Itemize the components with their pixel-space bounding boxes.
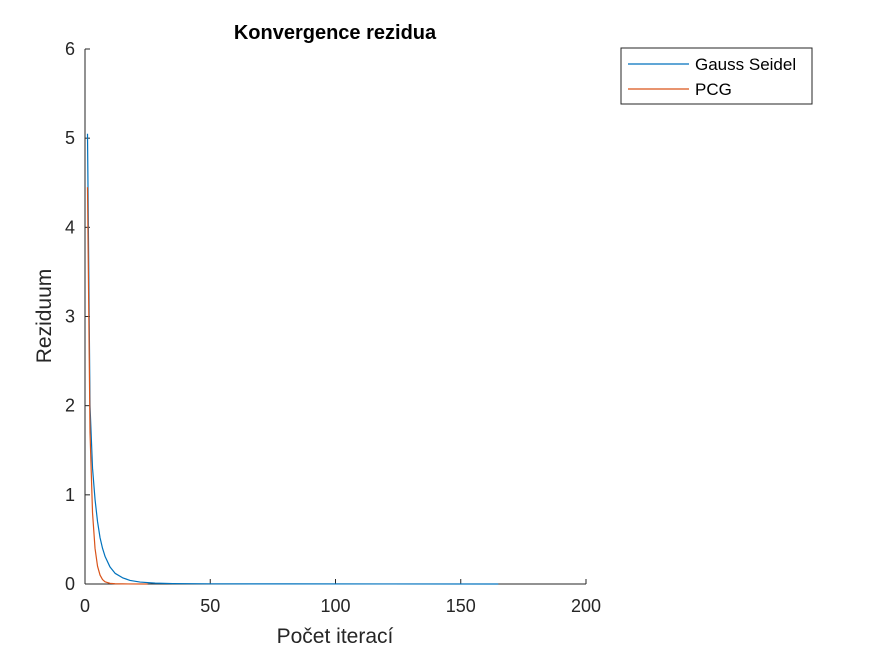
chart-title: Konvergence rezidua: [234, 22, 437, 44]
ticks: 0 50 100 150 200 0 1 2 3 4 5 6: [65, 39, 601, 616]
y-tick-label: 0: [65, 574, 75, 594]
x-tick-label: 150: [446, 596, 476, 616]
series-lines: [86, 133, 499, 585]
y-tick-label: 5: [65, 128, 75, 148]
legend: Gauss Seidel PCG: [620, 47, 813, 105]
series-line-gauss-seidel: [86, 133, 499, 585]
y-tick-label: 3: [65, 307, 75, 327]
legend-box: [620, 47, 813, 105]
x-axis-title: Počet iterací: [277, 625, 394, 648]
y-tick-label: 1: [65, 485, 75, 505]
y-tick-label: 4: [65, 217, 75, 237]
y-tick-label: 2: [65, 396, 75, 416]
plot-area: 0 50 100 150 200 0 1 2 3 4 5 6: [65, 39, 601, 616]
legend-label-gauss-seidel: Gauss Seidel: [695, 55, 796, 74]
x-tick-label: 100: [320, 596, 350, 616]
x-tick-label: 0: [80, 596, 90, 616]
series-line-pcg: [86, 187, 148, 585]
x-tick-label: 50: [200, 596, 220, 616]
y-tick-label: 6: [65, 39, 75, 59]
legend-label-pcg: PCG: [695, 80, 732, 99]
y-axis-title: Reziduum: [33, 269, 56, 364]
x-tick-label: 200: [571, 596, 601, 616]
